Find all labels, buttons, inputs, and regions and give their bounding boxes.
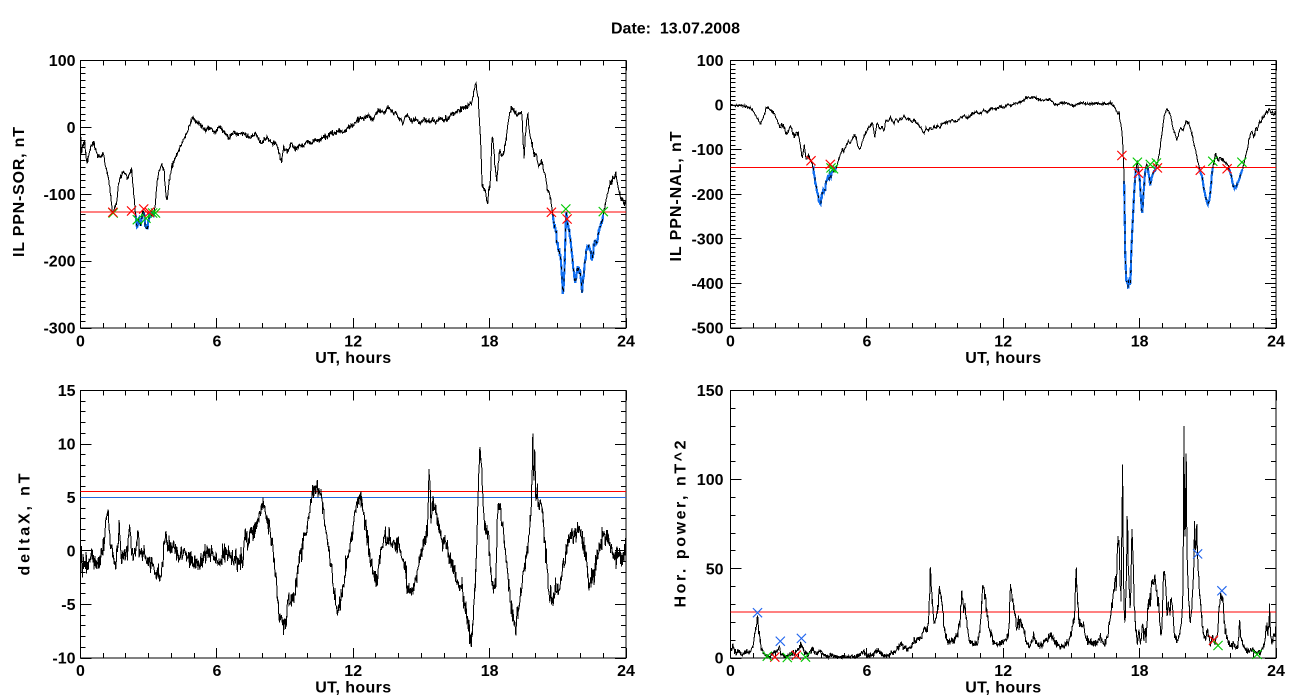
svg-text:-100: -100 bbox=[43, 187, 75, 204]
svg-text:Date: 13.07.2008: Date: 13.07.2008 bbox=[611, 21, 740, 38]
svg-text:18: 18 bbox=[481, 663, 499, 680]
svg-text:-200: -200 bbox=[43, 254, 75, 271]
svg-text:UT, hours: UT, hours bbox=[315, 680, 391, 697]
svg-text:100: 100 bbox=[697, 472, 724, 489]
svg-text:6: 6 bbox=[862, 663, 871, 680]
svg-text:50: 50 bbox=[706, 561, 724, 578]
svg-text:12: 12 bbox=[994, 663, 1012, 680]
svg-text:-100: -100 bbox=[691, 142, 723, 159]
svg-text:15: 15 bbox=[58, 383, 76, 400]
svg-text:100: 100 bbox=[697, 53, 724, 70]
svg-text:18: 18 bbox=[1131, 333, 1149, 350]
svg-text:deltaX, nT: deltaX, nT bbox=[17, 473, 34, 575]
svg-text:12: 12 bbox=[344, 663, 362, 680]
svg-text:6: 6 bbox=[862, 333, 871, 350]
svg-text:5: 5 bbox=[67, 490, 76, 507]
svg-text:UT, hours: UT, hours bbox=[315, 350, 391, 367]
svg-text:UT, hours: UT, hours bbox=[965, 350, 1041, 367]
svg-text:-5: -5 bbox=[61, 597, 75, 614]
svg-text:0: 0 bbox=[715, 98, 724, 115]
svg-text:24: 24 bbox=[1267, 663, 1285, 680]
svg-text:-300: -300 bbox=[43, 321, 75, 338]
svg-text:Hor. power, nT^2: Hor. power, nT^2 bbox=[673, 440, 690, 607]
svg-text:0: 0 bbox=[76, 663, 85, 680]
svg-text:100: 100 bbox=[49, 53, 76, 70]
svg-text:12: 12 bbox=[994, 333, 1012, 350]
svg-text:6: 6 bbox=[212, 333, 221, 350]
svg-text:150: 150 bbox=[697, 383, 724, 400]
svg-text:-500: -500 bbox=[691, 321, 723, 338]
svg-text:-10: -10 bbox=[52, 651, 75, 668]
svg-text:10: 10 bbox=[58, 437, 76, 454]
svg-text:0: 0 bbox=[726, 663, 735, 680]
svg-text:24: 24 bbox=[617, 333, 635, 350]
svg-text:UT, hours: UT, hours bbox=[965, 680, 1041, 697]
svg-text:0: 0 bbox=[76, 333, 85, 350]
svg-text:0: 0 bbox=[67, 544, 76, 561]
svg-text:-200: -200 bbox=[691, 187, 723, 204]
svg-text:0: 0 bbox=[715, 651, 724, 668]
svg-text:24: 24 bbox=[617, 663, 635, 680]
svg-text:IL PPN-SOR, nT: IL PPN-SOR, nT bbox=[11, 127, 28, 257]
svg-text:6: 6 bbox=[212, 663, 221, 680]
svg-text:-400: -400 bbox=[691, 276, 723, 293]
svg-text:24: 24 bbox=[1267, 333, 1285, 350]
svg-text:12: 12 bbox=[344, 333, 362, 350]
svg-text:0: 0 bbox=[67, 120, 76, 137]
svg-text:18: 18 bbox=[481, 333, 499, 350]
svg-text:0: 0 bbox=[726, 333, 735, 350]
svg-text:-300: -300 bbox=[691, 231, 723, 248]
svg-text:18: 18 bbox=[1131, 663, 1149, 680]
svg-text:IL PPN-NAL, nT: IL PPN-NAL, nT bbox=[668, 131, 685, 261]
